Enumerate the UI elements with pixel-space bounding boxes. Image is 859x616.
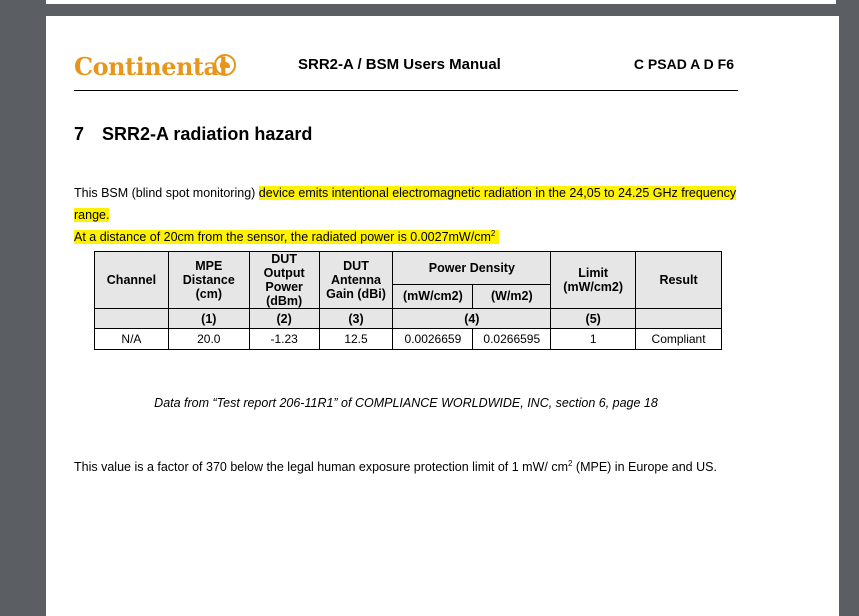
cell-mpe-distance: 20.0 xyxy=(167,328,250,350)
power-statement: At a distance of 20cm from the sensor, t… xyxy=(74,230,491,244)
header-channel: Channel xyxy=(94,251,169,309)
cell-result: Compliant xyxy=(635,328,722,350)
intro-highlight-power: At a distance of 20cm from the sensor, t… xyxy=(74,228,499,244)
conclusion-text: This value is a factor of 370 below the … xyxy=(74,460,568,474)
header-dut-antenna-gain: DUT Antenna Gain (dBi) xyxy=(318,251,394,309)
table-caption: Data from “Test report 206-11R1” of COMP… xyxy=(154,396,658,410)
cell-output-power: -1.23 xyxy=(248,328,320,350)
conclusion-paragraph: This value is a factor of 370 below the … xyxy=(74,455,744,479)
table-row: N/A 20.0 -1.23 12.5 0.0026659 0.0266595 … xyxy=(94,328,722,350)
index-cell: (1) xyxy=(167,308,250,329)
section-heading: 7 SRR2-A radiation hazard xyxy=(74,124,312,145)
conclusion-superscript: 2 xyxy=(567,458,573,468)
page-header: Continental SRR2-A / BSM Users Manual C … xyxy=(74,50,738,91)
index-cell: (4) xyxy=(392,308,552,329)
power-unit-superscript: 2 xyxy=(490,228,496,238)
index-cell: (3) xyxy=(318,308,394,329)
intro-plain-text: This BSM (blind spot monitoring) xyxy=(74,186,259,200)
header-power-density: Power Density xyxy=(392,251,552,285)
cell-limit: 1 xyxy=(550,328,637,350)
section-number: 7 xyxy=(74,124,85,144)
header-pd-mw-cm2: (mW/cm2) xyxy=(392,283,474,310)
header-result: Result xyxy=(635,251,722,309)
conclusion-text-end: (MPE) in Europe and US. xyxy=(572,460,717,474)
index-cell xyxy=(635,308,722,329)
horse-emblem-icon xyxy=(214,54,236,76)
previous-page-edge xyxy=(46,0,836,4)
power-density-table: Channel MPE Distance (cm) DUT Output Pow… xyxy=(94,251,722,350)
cell-pd-w-m2: 0.0266595 xyxy=(472,328,552,350)
header-pd-w-m2: (W/m2) xyxy=(472,283,552,310)
header-dut-output-power: DUT Output Power (dBm) xyxy=(248,251,320,309)
header-mpe-distance: MPE Distance (cm) xyxy=(167,251,250,309)
header-limit: Limit (mW/cm2) xyxy=(550,251,637,309)
index-cell xyxy=(94,308,169,329)
index-cell: (2) xyxy=(248,308,320,329)
manual-title: SRR2-A / BSM Users Manual xyxy=(298,56,501,73)
section-title: SRR2-A radiation hazard xyxy=(102,124,313,144)
cell-pd-mw-cm2: 0.0026659 xyxy=(392,328,474,350)
continental-logo: Continental xyxy=(74,52,228,81)
intro-paragraph: This BSM (blind spot monitoring) device … xyxy=(74,182,744,248)
document-code: C PSAD A D F6 xyxy=(633,56,734,72)
cell-antenna-gain: 12.5 xyxy=(318,328,394,350)
index-cell: (5) xyxy=(550,308,637,329)
cell-channel: N/A xyxy=(94,328,169,350)
